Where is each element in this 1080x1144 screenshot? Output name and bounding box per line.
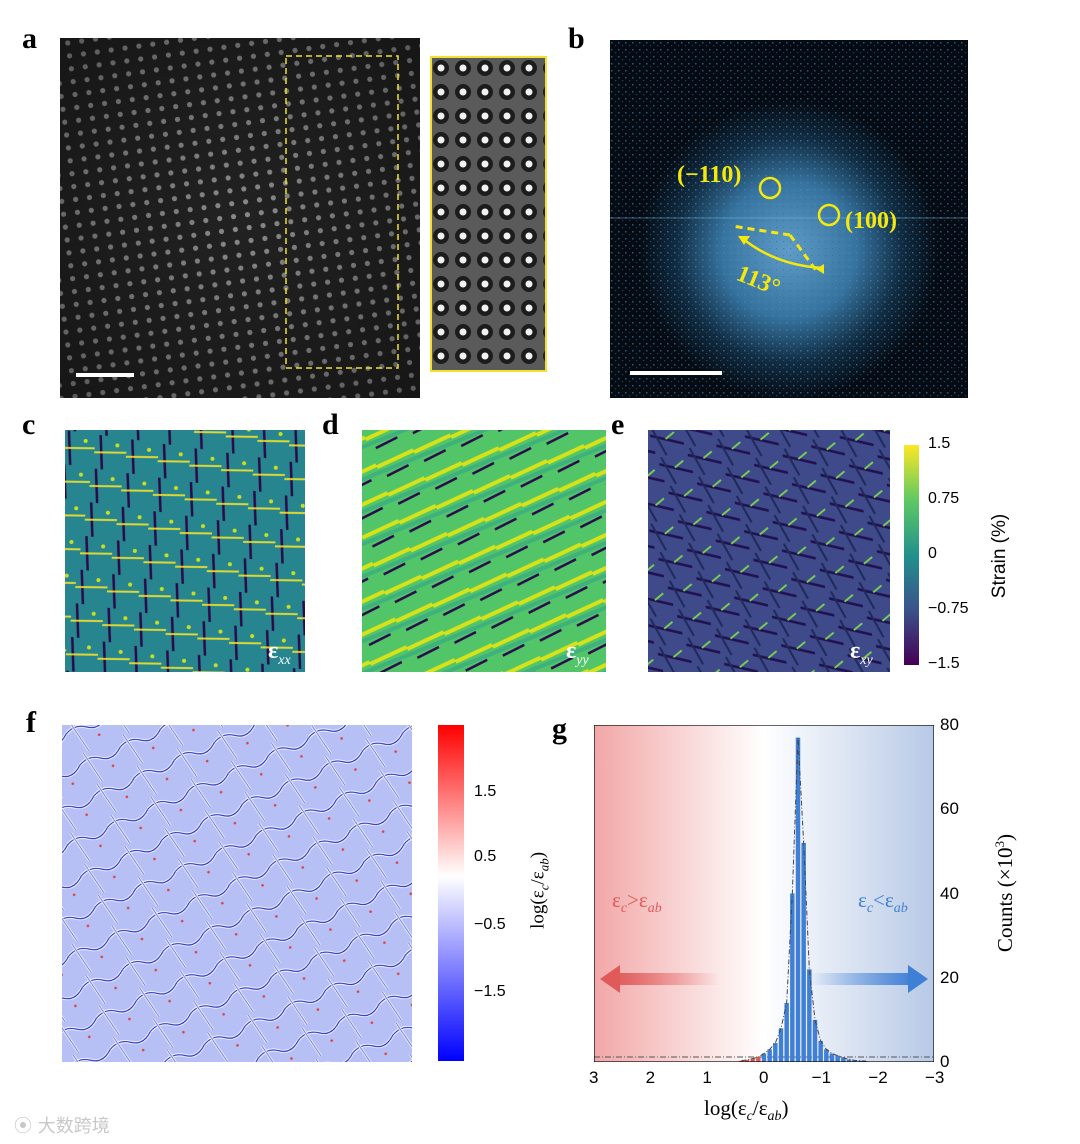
histogram-y-tick: 60	[940, 799, 959, 819]
panel-d-label: d	[322, 408, 339, 441]
histogram-x-tick: 1	[702, 1068, 712, 1087]
exy-label: εxy	[850, 638, 873, 668]
strain-colorbar	[904, 445, 919, 665]
histogram-bar	[858, 1060, 863, 1062]
strain-map-eyy	[362, 430, 606, 672]
strain-map-exx	[65, 430, 305, 672]
panel-g-label: g	[552, 712, 567, 745]
annotation-right: εc<εab	[858, 888, 908, 917]
strain-colorbar-title: Strain (%)	[989, 513, 1010, 599]
histogram-chart	[594, 725, 934, 1062]
annotation-left: εc>εab	[612, 888, 662, 917]
exx-label: εxx	[268, 638, 291, 668]
strain-colorbar-tick: −1.5	[928, 655, 960, 672]
histogram-y-tick: 80	[940, 715, 959, 734]
histogram-bar	[773, 1043, 778, 1062]
strain-colorbar-tick: 1.5	[928, 435, 951, 452]
histogram-bar	[784, 1003, 789, 1062]
ratio-colorbar-title: log(εc/εab)	[527, 851, 552, 929]
panel-a-label: a	[22, 22, 37, 55]
histogram-bar	[744, 1059, 750, 1062]
histogram-bar	[824, 1049, 829, 1062]
histogram-bar	[835, 1055, 840, 1062]
histogram-bar	[846, 1059, 852, 1062]
histogram-y-tick: 20	[940, 967, 959, 987]
histogram-bar	[852, 1060, 857, 1062]
strain-colorbar-tick: −0.75	[928, 600, 969, 617]
histogram-y-tick: 0	[940, 1052, 950, 1071]
histogram-x-tick: 0	[759, 1068, 769, 1087]
histogram-bar	[818, 1040, 823, 1062]
histogram-bar	[756, 1056, 761, 1062]
histogram-bar	[778, 1028, 784, 1062]
strain-colorbar-tick: 0.75	[928, 490, 960, 507]
ratio-colorbar-tick: −1.5	[474, 983, 506, 1000]
panel-e-label: e	[611, 408, 625, 441]
ratio-colorbar	[438, 725, 464, 1061]
ratio-map	[62, 725, 412, 1062]
eyy-label: εyy	[566, 638, 589, 668]
panel-b-label: b	[568, 22, 585, 55]
ratio-colorbar-tick: −0.5	[474, 916, 506, 933]
histogram-x-tick: −1	[811, 1068, 832, 1087]
panel-a-inset-image	[430, 56, 547, 372]
histogram-y-tick: 40	[940, 883, 959, 903]
spot-label-minus110: (−110)	[677, 162, 742, 188]
histogram-xlabel: log(εc/εab)	[704, 1096, 789, 1125]
panel-c-label: c	[22, 408, 36, 441]
panel-b-fft-image	[610, 40, 968, 398]
histogram-bar	[807, 969, 812, 1062]
panel-a-stem-image	[60, 38, 420, 398]
strain-colorbar-tick: 0	[928, 545, 937, 562]
panel-f-label: f	[26, 706, 36, 739]
histogram-bar	[841, 1057, 846, 1062]
spot-label-100: (100)	[845, 208, 897, 234]
histogram-x-tick: −2	[868, 1068, 888, 1087]
histogram-bar	[795, 737, 801, 1062]
histogram-x-tick: −3	[925, 1068, 945, 1087]
histogram-bar	[767, 1049, 772, 1062]
ratio-colorbar-tick: 1.5	[474, 783, 497, 800]
watermark: ⦿ 大数跨境	[14, 1116, 110, 1137]
histogram-x-tick: 3	[589, 1068, 599, 1087]
ratio-colorbar-tick: 0.5	[474, 848, 497, 865]
histogram-bar	[829, 1053, 835, 1062]
histogram-bar	[801, 842, 806, 1062]
histogram-bar	[812, 1019, 818, 1062]
histogram-bar	[739, 1060, 744, 1062]
histogram-bar	[790, 893, 795, 1062]
histogram-ylabel: Counts (×103)	[992, 833, 1017, 953]
strain-map-exy	[648, 430, 890, 672]
histogram-bar	[761, 1053, 767, 1062]
histogram-x-tick: 2	[645, 1068, 656, 1087]
histogram-bar	[750, 1058, 755, 1062]
